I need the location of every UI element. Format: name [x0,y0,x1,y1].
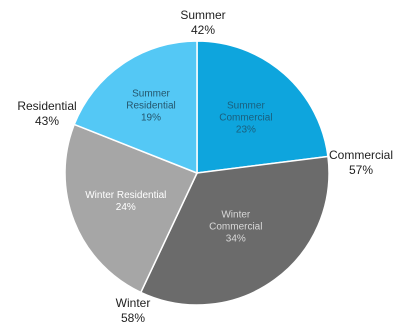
slice-label-winter-residential: Winter Residential 24% [85,190,166,213]
slice-summer-commercial [196,40,329,174]
slice-label-summer-residential: Summer Residential 19% [126,88,175,123]
outer-label-residential: Residential 43% [17,99,76,128]
slice-winter-residential [64,123,199,294]
slice-labels: Summer Commercial 23% Winter Commercial 34% Wi… [85,88,272,244]
outer-label-commercial: Commercial 57% [329,148,393,177]
slice-summer-residential [73,40,198,175]
slice-label-summer-commercial: Summer Commercial 23% [219,101,272,136]
outer-label-winter: Winter 58% [116,296,151,325]
outer-labels: Summer 42% Commercial 57% Winter 58% Residenti… [17,8,393,325]
slice-label-winter-commercial: Winter Commercial 34% [209,209,262,244]
outer-label-summer: Summer 42% [180,8,225,37]
pie-slices [64,40,330,306]
